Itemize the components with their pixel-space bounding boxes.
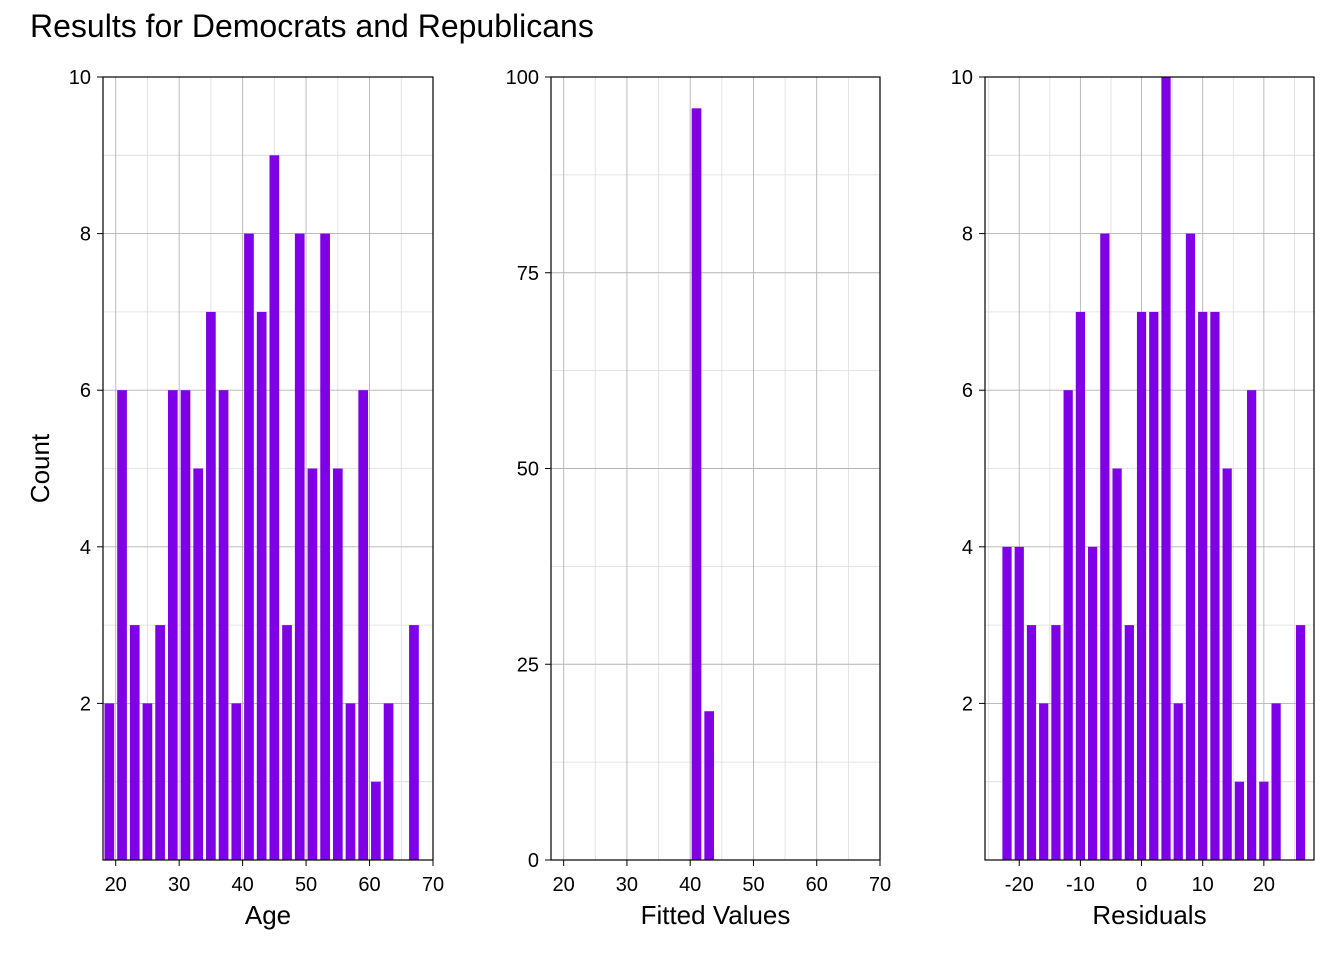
- panel-age-bar: [256, 311, 267, 860]
- panel-residuals-bar: [1222, 468, 1232, 860]
- panel-residuals-bar: [1136, 311, 1147, 860]
- panel-age-x-tick-label: 30: [168, 874, 190, 896]
- panel-age-bar: [218, 390, 229, 860]
- panel-age-bar: [206, 311, 216, 860]
- panel-residuals-bar: [1149, 311, 1159, 860]
- panel-age-bar: [104, 703, 115, 860]
- panel-residuals-bar: [1185, 233, 1196, 861]
- panel-residuals-y-tick-label: 2: [962, 693, 973, 715]
- panel-age-bar: [231, 703, 242, 860]
- panel-residuals-y-tick-label: 8: [962, 224, 973, 246]
- panel-age-bar: [269, 155, 280, 861]
- panel-fitted-values-x-tick-label: 40: [679, 874, 701, 896]
- panel-age-bar: [193, 468, 204, 860]
- panel-residuals-y-tick-label: 4: [962, 537, 973, 559]
- panel-fitted-values-y-tick-label: 25: [517, 654, 539, 676]
- panel-residuals-x-axis-title: Residuals: [1092, 900, 1206, 930]
- panel-fitted-values-y-tick-label: 0: [528, 850, 539, 872]
- panel-age-x-tick-label: 20: [105, 874, 127, 896]
- panel-fitted-values-y-tick-label: 100: [506, 67, 539, 89]
- page-title: Results for Democrats and Republicans: [30, 8, 594, 44]
- panel-age-bar: [320, 233, 330, 861]
- panel-age-x-tick-label: 60: [358, 874, 380, 896]
- panel-residuals-bar: [1247, 390, 1257, 860]
- panel-fitted-values-bar: [691, 108, 702, 860]
- panel-age-bar: [180, 390, 191, 860]
- panel-age-y-tick-label: 10: [69, 67, 91, 89]
- panel-age-y-tick-label: 8: [80, 224, 91, 246]
- panel-age-x-tick-label: 50: [295, 874, 317, 896]
- panel-residuals-bar: [1100, 233, 1110, 861]
- panel-residuals-bar: [1210, 311, 1220, 860]
- panel-residuals-bar: [1026, 625, 1037, 860]
- panel-residuals-x-tick-label: 20: [1253, 874, 1275, 896]
- panel-age-bar: [142, 703, 153, 860]
- panel-residuals: -20 -10 0 10 20 2 4 6 8 10 Residuals: [951, 67, 1315, 930]
- panel-residuals-x-tick-label: -10: [1066, 874, 1095, 896]
- panel-residuals-frame: [984, 76, 1315, 861]
- panel-fitted-values-y-tick-label: 75: [517, 263, 539, 285]
- panel-residuals-bar: [1234, 781, 1245, 860]
- panel-age-bar: [409, 625, 419, 860]
- panel-residuals-y-tick-label: 10: [951, 67, 973, 89]
- panel-age-y-axis-title: Count: [25, 433, 55, 503]
- panel-residuals-bar: [1014, 546, 1024, 860]
- panel-age-bar: [294, 233, 305, 861]
- panel-age-x-tick-label: 70: [422, 874, 444, 896]
- panel-residuals-bar: [1063, 390, 1073, 860]
- panel-age-x-axis-title: Age: [245, 900, 291, 930]
- panel-residuals-x-tick-label: 0: [1136, 874, 1147, 896]
- panel-residuals-bar: [1002, 546, 1012, 860]
- panel-age-bar: [129, 625, 140, 860]
- panel-age-bar: [332, 468, 343, 860]
- panel-fitted-values-x-tick-label: 30: [616, 874, 638, 896]
- panel-residuals-bar: [1075, 311, 1086, 860]
- panel-age-bar: [167, 390, 178, 860]
- panel-age-y-tick-label: 2: [80, 693, 91, 715]
- panel-fitted-values: 20 30 40 50 60 70 0 25 50 75 100 Fitted Values: [506, 67, 892, 930]
- panel-residuals-y-tick-label: 6: [962, 380, 973, 402]
- panel-residuals-bar: [1271, 703, 1281, 860]
- panel-residuals-bar: [1112, 468, 1122, 860]
- panel-age-bar: [282, 625, 292, 860]
- panel-age-bar: [345, 703, 356, 860]
- panel-residuals-bar: [1259, 781, 1269, 860]
- panel-fitted-values-x-axis-title: Fitted Values: [641, 900, 791, 930]
- panel-age-x-tick-label: 40: [231, 874, 253, 896]
- panel-residuals-bar: [1039, 703, 1049, 860]
- panel-fitted-values-x-tick-label: 70: [869, 874, 891, 896]
- panel-fitted-values-x-tick-label: 60: [806, 874, 828, 896]
- panel-residuals-bar: [1088, 546, 1098, 860]
- panel-residuals-bar: [1051, 625, 1061, 860]
- panel-residuals-bar: [1173, 703, 1183, 860]
- panel-residuals-x-tick-label: -20: [1005, 874, 1034, 896]
- panel-age: 20 30 40 50 60 70 2 4 6 8 10 Age Count: [25, 67, 444, 930]
- panel-residuals-bar: [1124, 625, 1134, 860]
- panel-age-frame: [102, 76, 434, 861]
- panel-age-bar: [383, 703, 394, 860]
- panel-fitted-values-x-tick-label: 20: [553, 874, 575, 896]
- panel-fitted-values-y-tick-label: 50: [517, 459, 539, 481]
- panel-age-y-tick-label: 4: [80, 537, 91, 559]
- panel-residuals-bar: [1198, 311, 1208, 860]
- panel-age-bar: [155, 625, 165, 860]
- panel-residuals-bar: [1295, 625, 1306, 860]
- panel-age-y-tick-label: 6: [80, 380, 91, 402]
- panel-age-bar: [117, 390, 127, 860]
- panel-fitted-values-x-tick-label: 50: [742, 874, 764, 896]
- panel-age-bar: [244, 233, 254, 861]
- panel-residuals-x-tick-label: 10: [1192, 874, 1214, 896]
- panel-age-bar: [371, 781, 381, 860]
- panel-residuals-bar: [1161, 77, 1171, 860]
- panel-age-bar: [358, 390, 369, 860]
- panel-age-bar: [307, 468, 318, 860]
- panel-fitted-values-bar: [704, 711, 714, 860]
